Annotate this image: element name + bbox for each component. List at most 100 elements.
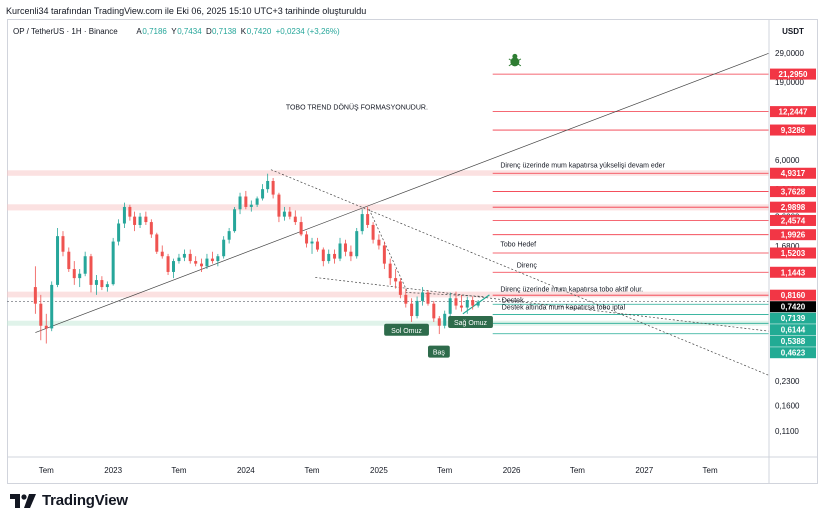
- x-tick-label: Tem: [304, 466, 319, 475]
- candle: [321, 249, 325, 262]
- price-tag: [770, 124, 816, 136]
- price-zone: [7, 204, 769, 211]
- chart-frame: [7, 19, 818, 484]
- candle: [199, 263, 203, 267]
- candle: [454, 298, 458, 306]
- candle: [67, 251, 71, 270]
- brand-name: TradingView: [42, 492, 128, 509]
- candle: [44, 325, 48, 329]
- candle: [194, 261, 198, 264]
- price-tag-label: 21,2950: [779, 70, 808, 79]
- price-tag-label: 3,7628: [781, 188, 806, 197]
- price-tag: [770, 301, 816, 313]
- candle: [261, 189, 265, 199]
- candle: [122, 206, 126, 224]
- candle: [160, 251, 164, 257]
- price-tag: [770, 106, 816, 118]
- candle: [39, 303, 43, 326]
- candle: [172, 261, 176, 272]
- candle: [343, 243, 347, 252]
- y-tick-label: 0,2300: [775, 377, 800, 386]
- candle: [210, 258, 214, 262]
- candle: [233, 209, 237, 232]
- candle: [459, 305, 463, 308]
- pattern-badge: [448, 315, 493, 328]
- candle: [404, 294, 408, 304]
- price-tag: [770, 247, 816, 259]
- candle: [83, 256, 87, 274]
- price-tag-label: 9,3286: [781, 126, 806, 135]
- x-tick-label: Tem: [570, 466, 585, 475]
- candle: [227, 231, 231, 240]
- ohlc-value: 0,7420: [247, 27, 272, 36]
- x-tick-label: Tem: [171, 466, 186, 475]
- ohlc-label: Y: [171, 27, 177, 36]
- candle: [388, 263, 392, 279]
- annotation-text: Direnç üzerinde mum kapatırsa tobo aktif…: [500, 287, 643, 294]
- candle: [377, 239, 381, 246]
- x-tick-label: 2023: [104, 466, 122, 475]
- candle: [216, 256, 220, 262]
- candle: [355, 231, 359, 257]
- price-tag: [770, 186, 816, 198]
- price-tag: [770, 312, 816, 324]
- ohlc-label: D: [206, 27, 212, 36]
- candle: [249, 204, 253, 207]
- candle: [271, 180, 275, 195]
- tradingview-logo-icon: [10, 493, 36, 508]
- trendline: [315, 277, 769, 332]
- price-chart[interactable]: TOBO TREND DÖNÜŞ FORMASYONUDUR. Direnç üz…: [7, 19, 818, 484]
- candle: [100, 280, 104, 288]
- candles: [33, 173, 480, 344]
- price-tag-label: 1,9926: [781, 231, 806, 240]
- price-tag-label: 1,1443: [781, 268, 806, 277]
- candle: [78, 273, 82, 279]
- candle: [166, 256, 170, 272]
- candle: [410, 303, 414, 317]
- candle: [333, 253, 337, 259]
- y-tick-label: 0,1100: [775, 427, 799, 436]
- x-tick-label: 2025: [370, 466, 388, 475]
- symbol-title: OP / TetherUS · 1H · Binance: [13, 27, 118, 36]
- ohlc-value: 0,7138: [212, 27, 237, 36]
- candle: [415, 300, 419, 317]
- candle: [144, 216, 148, 223]
- annotation-text: Tobo Hedef: [500, 242, 536, 249]
- candle: [149, 222, 153, 235]
- price-tag: [770, 167, 816, 179]
- candle: [133, 216, 137, 225]
- bug-icon: [508, 53, 522, 67]
- price-tag-label: 0,5388: [781, 337, 806, 346]
- trendline: [35, 52, 769, 333]
- price-tag: [770, 266, 816, 278]
- candle: [205, 258, 209, 267]
- trendline: [270, 169, 769, 376]
- candle: [299, 222, 303, 235]
- candle: [50, 284, 54, 329]
- trendline: [368, 209, 408, 292]
- candle: [305, 234, 309, 244]
- candle: [476, 301, 480, 306]
- price-tag: [770, 324, 816, 336]
- chart-caption: Kurcenli34 tarafından TradingView.com il…: [6, 6, 367, 16]
- price-tag: [770, 289, 816, 301]
- x-tick-label: Tem: [703, 466, 718, 475]
- candle: [105, 284, 109, 288]
- ohlc-label: A: [136, 27, 142, 36]
- candle: [255, 198, 259, 205]
- trendline: [405, 292, 486, 297]
- price-zone: [7, 320, 769, 326]
- candle: [398, 281, 402, 295]
- price-tag-label: 4,9317: [781, 169, 806, 178]
- y-tick-label: 19,0000: [775, 78, 804, 87]
- price-tag: [770, 229, 816, 241]
- annotation-text: Destek: [502, 298, 524, 305]
- annotation-text: TOBO TREND DÖNÜŞ FORMASYONUDUR.: [286, 104, 428, 112]
- y-tick-label: 6,0000: [775, 156, 800, 165]
- price-tag: [770, 347, 816, 359]
- candle: [277, 194, 281, 217]
- price-tag-label: 0,8160: [781, 291, 806, 300]
- candle: [188, 253, 192, 262]
- tradingview-branding[interactable]: TradingView: [10, 492, 128, 509]
- candle: [266, 180, 270, 190]
